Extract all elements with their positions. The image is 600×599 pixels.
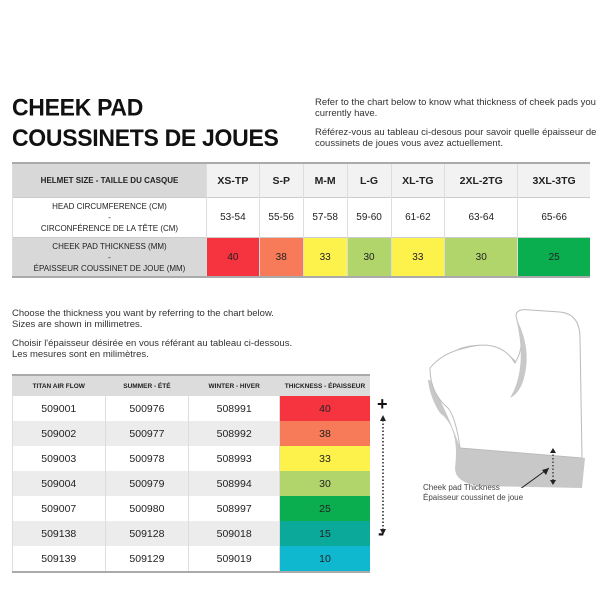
illustration-caption: Cheek pad Thickness Épaisseur coussinet … bbox=[423, 483, 523, 503]
titan-air-flow-cell: 509002 bbox=[12, 421, 106, 446]
winter-cell: 509018 bbox=[188, 521, 280, 546]
page-title: CHEEK PAD COUSSINETS DE JOUES bbox=[12, 93, 279, 154]
summer-cell: 500980 bbox=[104, 496, 189, 521]
note-en-1: Choose the thickness you want by referri… bbox=[12, 308, 274, 319]
circ-label-fr: CIRCONFÉRENCE DE LA TÊTE (CM) bbox=[40, 224, 179, 233]
summer-cell: 509129 bbox=[104, 546, 189, 572]
size-header: M-M bbox=[302, 163, 348, 198]
table-row: 509138 509128 509018 15 bbox=[12, 521, 370, 546]
size-header: 3XL-3TG bbox=[517, 163, 590, 198]
thickness-cell: 40 bbox=[279, 396, 370, 421]
thickness-scale-arrow bbox=[380, 415, 386, 535]
titan-air-flow-cell: 509007 bbox=[12, 496, 106, 521]
winter-cell: 509019 bbox=[188, 546, 280, 572]
winter-cell: 508991 bbox=[188, 396, 280, 421]
thickness-cell: 40 bbox=[206, 237, 260, 277]
winter-cell: 508994 bbox=[188, 471, 280, 496]
size-table: HELMET SIZE - TAILLE DU CASQUE XS-TP S-P M-… bbox=[12, 162, 590, 278]
summer-cell: 509128 bbox=[104, 521, 189, 546]
thickness-cell: 25 bbox=[517, 237, 590, 277]
thickness-cell: 33 bbox=[302, 237, 348, 277]
table-row: 509001 500976 508991 40 bbox=[12, 396, 370, 421]
table-row: 509139 509129 509019 10 bbox=[12, 546, 370, 572]
circ-label-en: HEAD CIRCUMFERENCE (CM) bbox=[52, 202, 167, 211]
titan-air-flow-cell: 509004 bbox=[12, 471, 106, 496]
thickness-cell: 30 bbox=[346, 237, 392, 277]
parts-header: WINTER - HIVER bbox=[188, 375, 280, 396]
plus-sign: + bbox=[377, 394, 388, 414]
parts-table: TITAN AIR FLOW SUMMER - ÉTÉ WINTER - HIVER… bbox=[12, 374, 370, 573]
minus-sign: - bbox=[378, 523, 384, 543]
circumference-cell: 55-56 bbox=[258, 197, 304, 238]
intro-text: Refer to the chart below to know what th… bbox=[315, 97, 600, 157]
titan-air-flow-cell: 509003 bbox=[12, 446, 106, 471]
intro-en: Refer to the chart below to know what th… bbox=[315, 97, 596, 119]
winter-cell: 508997 bbox=[188, 496, 280, 521]
note-fr-1: Choisir l'épaisseur désirée en vous réfé… bbox=[12, 338, 293, 349]
size-header: S-P bbox=[258, 163, 304, 198]
thickness-cell: 38 bbox=[279, 421, 370, 446]
summer-cell: 500977 bbox=[104, 421, 189, 446]
thickness-cell: 30 bbox=[279, 471, 370, 496]
thickness-cell: 33 bbox=[390, 237, 445, 277]
thickness-cell: 15 bbox=[279, 521, 370, 546]
table-row: 509007 500980 508997 25 bbox=[12, 496, 370, 521]
circumference-cell: 59-60 bbox=[346, 197, 392, 238]
size-header: XS-TP bbox=[206, 163, 260, 198]
size-header: XL-TG bbox=[390, 163, 445, 198]
circumference-cell: 53-54 bbox=[206, 197, 260, 238]
winter-cell: 508993 bbox=[188, 446, 280, 471]
table-row: 509002 500977 508992 38 bbox=[12, 421, 370, 446]
thickness-cell: 30 bbox=[444, 237, 518, 277]
titan-air-flow-cell: 509001 bbox=[12, 396, 106, 421]
caption-en: Cheek pad Thickness bbox=[423, 483, 500, 492]
titan-air-flow-cell: 509138 bbox=[12, 521, 106, 546]
thickness-cell: 33 bbox=[279, 446, 370, 471]
circumference-cell: 63-64 bbox=[444, 197, 518, 238]
summer-cell: 500976 bbox=[104, 396, 189, 421]
intro-fr: Référez-vous au tableau ci-desous pour s… bbox=[315, 127, 597, 149]
thick-label-en: CHEEK PAD THICKNESS (MM) bbox=[52, 241, 167, 251]
cheek-pad-illustration bbox=[428, 309, 585, 488]
winter-cell: 508992 bbox=[188, 421, 280, 446]
size-header: 2XL-2TG bbox=[444, 163, 518, 198]
note-fr-2: Les mesures sont en milimètres. bbox=[12, 349, 149, 360]
title-line-2: COUSSINETS DE JOUES bbox=[12, 124, 279, 152]
instructions: Choose the thickness you want by referri… bbox=[12, 308, 292, 368]
summer-cell: 500979 bbox=[104, 471, 189, 496]
summer-cell: 500978 bbox=[104, 446, 189, 471]
note-en-2: Sizes are shown in millimetres. bbox=[12, 319, 143, 330]
table-row: 509003 500978 508993 33 bbox=[12, 446, 370, 471]
thickness-cell: 10 bbox=[279, 546, 370, 572]
circ-label: HEAD CIRCUMFERENCE (CM) - CIRCONFÉRENCE DE… bbox=[12, 197, 207, 238]
thick-label-fr: ÉPAISSEUR COUSSINET DE JOUE (MM) bbox=[33, 263, 186, 273]
titan-air-flow-cell: 509139 bbox=[12, 546, 106, 572]
thickness-cell: 25 bbox=[279, 496, 370, 521]
parts-header: SUMMER - ÉTÉ bbox=[104, 375, 189, 396]
circumference-cell: 61-62 bbox=[390, 197, 445, 238]
circumference-cell: 65-66 bbox=[517, 197, 590, 238]
parts-header-row: TITAN AIR FLOW SUMMER - ÉTÉ WINTER - HIVER… bbox=[12, 375, 370, 396]
caption-fr: Épaisseur coussinet de joue bbox=[423, 493, 524, 502]
circumference-cell: 57-58 bbox=[302, 197, 348, 238]
parts-header: TITAN AIR FLOW bbox=[12, 375, 106, 396]
table-row: 509004 500979 508994 30 bbox=[12, 471, 370, 496]
size-header-label: HELMET SIZE - TAILLE DU CASQUE bbox=[12, 163, 207, 198]
thick-label: CHEEK PAD THICKNESS (MM) - ÉPAISSEUR COUSS… bbox=[12, 237, 207, 277]
title-line-1: CHEEK PAD bbox=[12, 93, 144, 121]
parts-header: THICKNESS - ÉPAISSEUR bbox=[279, 375, 370, 396]
size-header: L-G bbox=[346, 163, 392, 198]
thickness-cell: 38 bbox=[258, 237, 304, 277]
